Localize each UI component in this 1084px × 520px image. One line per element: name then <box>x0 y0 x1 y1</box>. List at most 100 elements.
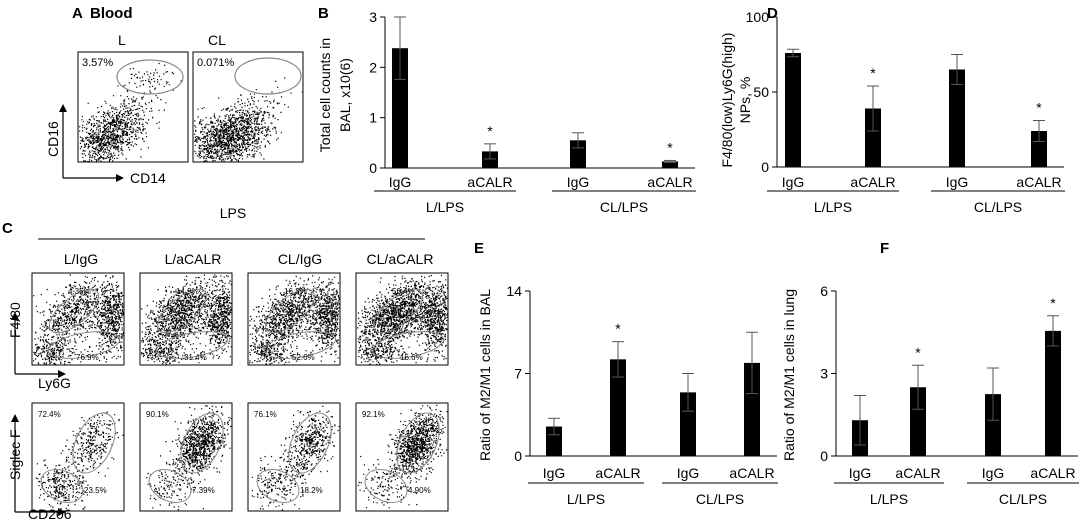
panel-letter: F <box>880 240 889 257</box>
bar <box>1045 330 1061 456</box>
y-tick-label: 1 <box>369 110 377 126</box>
y-tick-label: 0 <box>761 159 769 175</box>
gate-ellipse <box>72 412 116 474</box>
y-tick-label: 3 <box>369 9 377 25</box>
dot-cloud <box>249 275 340 361</box>
dot-cloud <box>164 405 232 493</box>
group-label: L/LPS <box>567 491 605 507</box>
bar <box>392 48 408 168</box>
gate-ellipse <box>180 412 224 474</box>
axis-label-cd16: CD16 <box>45 121 61 157</box>
panel-a-title: Blood <box>90 5 133 22</box>
x-tick-label: aCALR <box>467 174 512 190</box>
axis-label-cd206: CD206 <box>28 506 72 520</box>
panel-letter: E <box>474 240 484 257</box>
gate-percent: 92.1% <box>362 410 385 419</box>
arrow-head-icon <box>11 414 19 422</box>
gate-ellipse <box>371 331 445 359</box>
y-axis-label: F4/80(low)Ly6G(high) <box>719 33 735 168</box>
flow-plot-frame <box>77 51 189 163</box>
panel-a-sub-label-1: L <box>118 32 126 48</box>
gate-percent: 90.1% <box>146 410 169 419</box>
gate-percent: 76.9% <box>76 353 99 362</box>
gate-percent: 31.4% <box>184 353 207 362</box>
bar <box>662 161 678 168</box>
x-tick-label: IgG <box>543 465 566 481</box>
x-tick-label: IgG <box>849 465 872 481</box>
bar <box>570 140 586 168</box>
dot-cloud <box>195 274 232 360</box>
gate-percent: 76.1% <box>254 410 277 419</box>
gate-ellipse <box>234 57 302 95</box>
gate-ellipse <box>157 288 207 334</box>
dot-cloud <box>305 276 341 363</box>
y-axis-label: Ratio of M2/M1 cells in lung <box>781 289 797 461</box>
x-tick-label: aCALR <box>895 465 940 481</box>
bar <box>865 108 881 167</box>
significance-marker: * <box>870 65 876 81</box>
scatter-dots <box>79 62 182 163</box>
bar <box>910 387 926 456</box>
gate-percent: 18.2% <box>300 486 323 495</box>
dot-cloud <box>80 122 129 163</box>
bar <box>744 362 760 456</box>
panel-a-sub-label-2: CL <box>208 32 226 48</box>
y-tick-label: 7 <box>514 366 522 382</box>
dot-cloud <box>249 337 304 365</box>
dot-cloud <box>406 275 449 364</box>
arrow-head-icon <box>116 174 124 182</box>
group-label: L/LPS <box>426 199 464 215</box>
gate-ellipse <box>288 412 332 474</box>
x-tick-label: IgG <box>567 174 590 190</box>
gate-percent: 0.071% <box>197 57 235 69</box>
axis-label-f480: F4/80 <box>7 302 23 338</box>
gate-percent: 4.36% <box>68 287 91 296</box>
x-tick-label: aCALR <box>1030 465 1075 481</box>
x-tick-label: aCALR <box>647 174 692 190</box>
gate-ellipse <box>263 331 337 359</box>
y-tick-label: 50 <box>753 84 769 100</box>
significance-marker: * <box>667 139 673 155</box>
gate-percent: 50.4% <box>392 287 415 296</box>
arrow-head-icon <box>58 508 66 516</box>
x-tick-label: IgG <box>677 465 700 481</box>
y-axis-label: Total cell counts in <box>317 38 333 152</box>
group-label: L/IgG <box>64 251 98 267</box>
axis-label-siglecf: Siglec F <box>7 429 23 480</box>
x-tick-label: IgG <box>982 465 1005 481</box>
dot-cloud <box>33 334 91 365</box>
significance-marker: * <box>1036 100 1042 116</box>
y-tick-label: 0 <box>820 448 828 464</box>
panel-letter: D <box>767 5 778 22</box>
group-label: L/aCALR <box>165 251 222 267</box>
gate-percent: 7.39% <box>192 486 215 495</box>
y-tick-label: 0 <box>514 448 522 464</box>
flow-plots-grid: 4.36% 76.9% 72.4% 23.5% 14.9% 31.4% 90.1% 7.39%… <box>31 272 449 512</box>
gate-percent: 3.57% <box>82 57 113 69</box>
panel-a: A Blood L CL 3.57% 0.071% CD16 CD14 <box>45 5 304 186</box>
x-tick-label: IgG <box>946 174 969 190</box>
group-label: CL/LPS <box>999 491 1047 507</box>
gate-ellipse <box>49 288 99 334</box>
bar <box>546 426 562 456</box>
arrow-head-icon <box>59 104 67 112</box>
y-axis-label: NPs, % <box>737 77 753 124</box>
scatter-dots <box>194 77 303 163</box>
x-tick-label: IgG <box>782 174 805 190</box>
dot-cloud <box>35 458 89 510</box>
x-tick-label: aCALR <box>850 174 895 190</box>
panel-a-letter: A <box>72 5 83 22</box>
dot-cloud <box>357 274 445 360</box>
x-tick-label: aCALR <box>1016 174 1061 190</box>
group-label: CL/LPS <box>600 199 648 215</box>
panel-c: C LPS L/IgG L/aCALR CL/IgG CL/aCALR 4.36… <box>2 205 449 520</box>
gate-percent: 72.4% <box>38 410 61 419</box>
chart-d: D 0 50 100 F4/80(low)Ly6G(high) NPs, % IgG * aCA… <box>719 5 1065 215</box>
y-tick-label: 100 <box>746 9 770 25</box>
y-tick-label: 0 <box>369 160 377 176</box>
arrow-head-icon <box>11 312 19 320</box>
bar <box>482 151 498 168</box>
significance-marker: * <box>915 344 921 360</box>
bar <box>680 392 696 456</box>
